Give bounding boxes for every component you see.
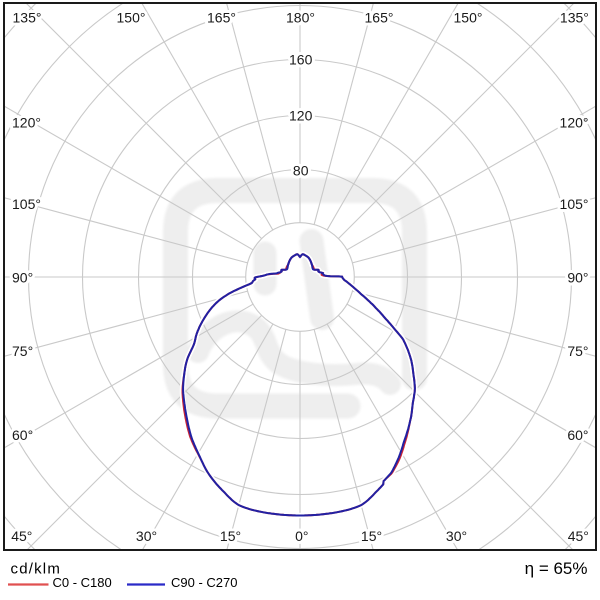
svg-text:cd/klm: cd/klm	[11, 561, 62, 578]
svg-text:165°: 165°	[365, 9, 394, 25]
svg-text:45°: 45°	[568, 528, 589, 544]
svg-text:90°: 90°	[12, 270, 33, 286]
svg-text:90°: 90°	[567, 270, 588, 286]
svg-text:135°: 135°	[13, 9, 42, 25]
svg-text:75°: 75°	[567, 343, 588, 359]
svg-text:0°: 0°	[295, 528, 308, 544]
svg-text:105°: 105°	[12, 196, 41, 212]
svg-text:105°: 105°	[560, 196, 589, 212]
svg-text:C90 - C270: C90 - C270	[171, 575, 237, 590]
svg-text:45°: 45°	[11, 528, 32, 544]
svg-text:60°: 60°	[12, 427, 33, 443]
svg-text:150°: 150°	[454, 9, 483, 25]
svg-text:165°: 165°	[207, 9, 236, 25]
svg-text:120°: 120°	[12, 115, 41, 131]
svg-text:15°: 15°	[220, 528, 241, 544]
svg-text:60°: 60°	[567, 427, 588, 443]
svg-text:η = 65%: η = 65%	[525, 559, 588, 578]
svg-text:75°: 75°	[12, 343, 33, 359]
svg-text:30°: 30°	[446, 528, 467, 544]
svg-text:120°: 120°	[560, 115, 589, 131]
svg-text:15°: 15°	[361, 528, 382, 544]
svg-text:160: 160	[289, 52, 313, 68]
svg-text:150°: 150°	[117, 9, 146, 25]
svg-text:180°: 180°	[286, 9, 315, 25]
svg-text:135°: 135°	[560, 9, 589, 25]
svg-text:30°: 30°	[136, 528, 157, 544]
svg-text:80: 80	[293, 163, 309, 179]
svg-text:C0 - C180: C0 - C180	[53, 575, 112, 590]
svg-text:120: 120	[289, 108, 313, 124]
